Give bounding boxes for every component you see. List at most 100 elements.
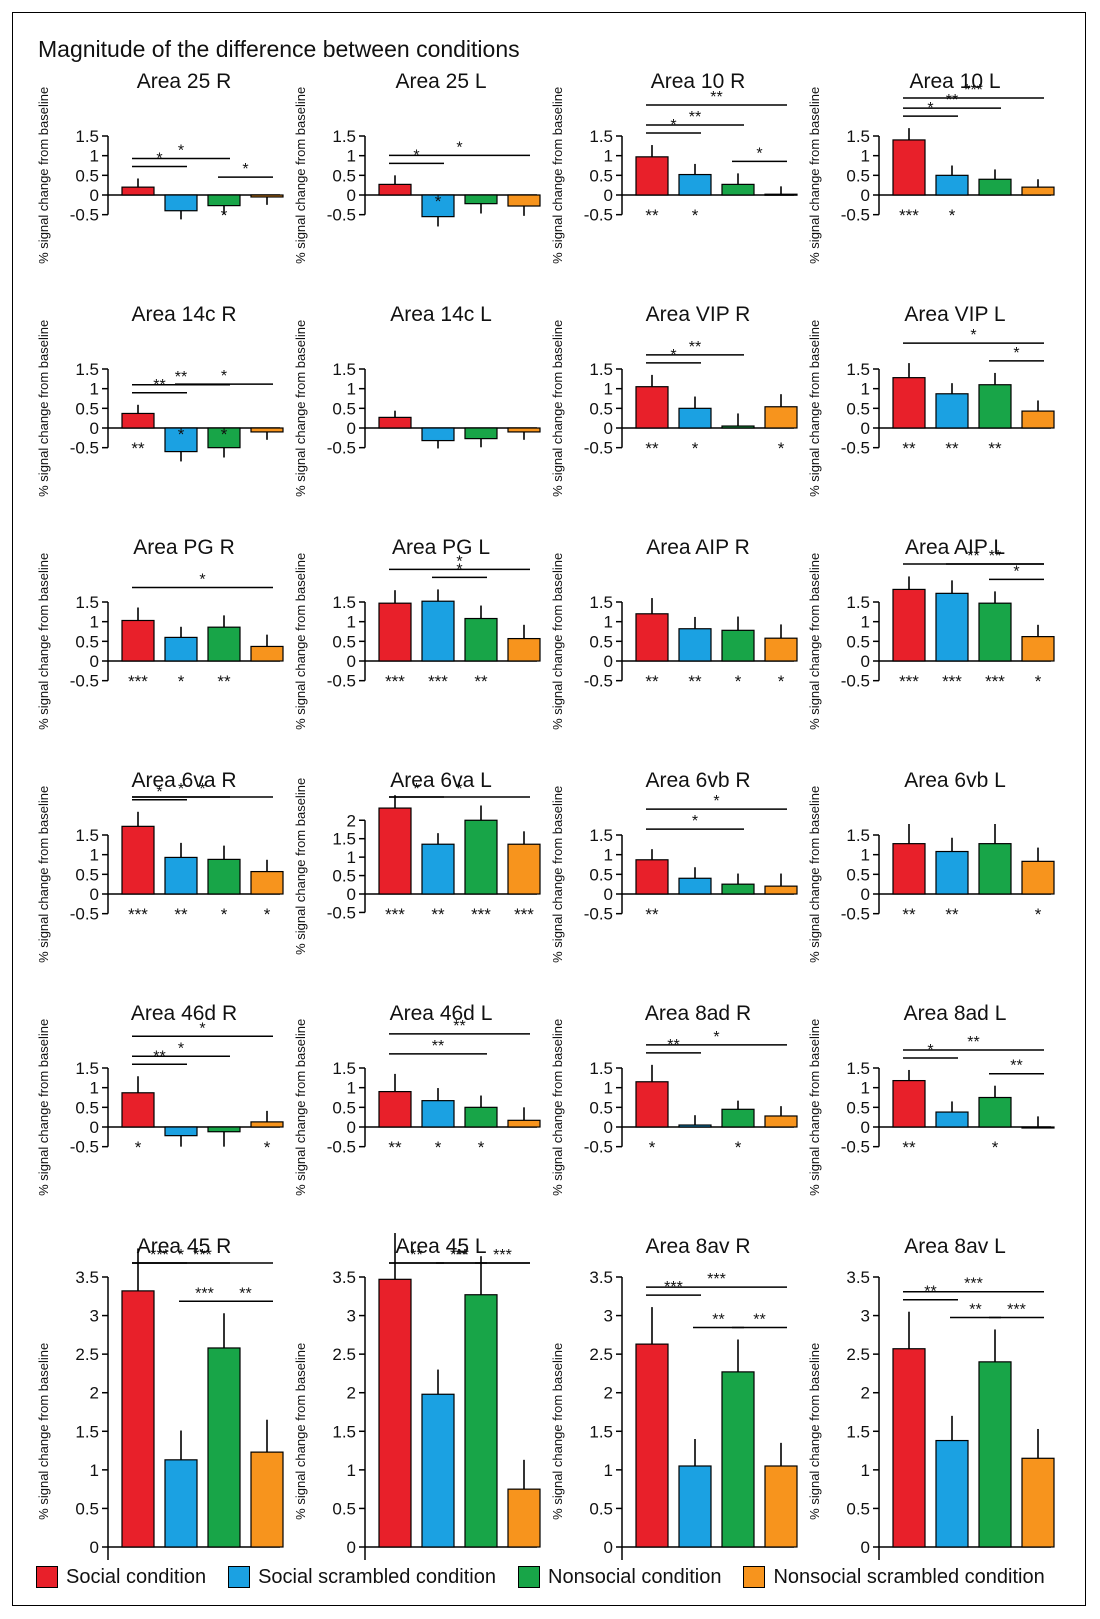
bar-nonsocial	[464, 1106, 498, 1128]
significance-marker: **	[474, 672, 488, 691]
significance-marker: ***	[385, 672, 405, 691]
comparison-significance: *	[1013, 345, 1019, 362]
bar-nonsocial-scrambled	[1021, 860, 1055, 895]
y-tick-label: 2.5	[589, 1345, 613, 1364]
legend-label-social: Social condition	[66, 1565, 207, 1588]
comparison-significance: *	[456, 553, 462, 570]
significance-marker: ***	[428, 1558, 448, 1560]
y-tick-label: 3	[604, 1307, 613, 1326]
bar-nonsocial-scrambled	[507, 1488, 541, 1548]
y-tick-label: -0.5	[327, 672, 356, 691]
significance-marker: ***	[642, 1558, 662, 1560]
chart-panel: Area 6vb R % signal change from baseline 1…	[550, 769, 798, 963]
bar-social	[635, 386, 669, 429]
y-tick-label: 0	[861, 1118, 870, 1137]
bar-nonsocial-scrambled	[507, 427, 541, 433]
chart-panel: Area PG L % signal change from baseline 1.…	[293, 536, 541, 730]
y-tick-label: -0.5	[70, 439, 99, 458]
significance-marker: ***	[471, 905, 491, 924]
bar-social	[892, 139, 926, 196]
y-tick-label: 3	[347, 1307, 356, 1326]
y-tick-label: 2.5	[846, 1345, 870, 1364]
y-tick-label: 0.5	[75, 1499, 99, 1518]
y-tick-label: 1	[347, 848, 356, 867]
y-tick-label: 0	[90, 1538, 99, 1557]
significance-marker: *	[1035, 905, 1042, 924]
y-axis-label: % signal change from baseline	[807, 786, 822, 963]
y-tick-label: 1.5	[589, 826, 613, 845]
y-tick-label: 0.5	[589, 399, 613, 418]
chart-title: Area 6vb L	[904, 769, 1006, 792]
y-axis-label: % signal change from baseline	[550, 87, 565, 264]
significance-marker: *	[949, 206, 956, 225]
significance-marker: *	[264, 1138, 271, 1157]
y-tick-label: 1	[861, 1079, 870, 1098]
bar-social	[121, 1290, 155, 1548]
y-tick-label: 1.5	[75, 826, 99, 845]
significance-marker: ***	[214, 1558, 234, 1560]
significance-marker: ***	[899, 672, 919, 691]
bar-nonsocial-scrambled	[764, 1465, 798, 1548]
significance-marker: ***	[514, 1558, 534, 1560]
legend-item-social: Social condition	[36, 1566, 206, 1589]
chart-panel: Area 46d R % signal change from baseline 1…	[36, 1002, 284, 1196]
y-axis-label: % signal change from baseline	[293, 778, 308, 955]
y-tick-label: 1.5	[75, 1059, 99, 1078]
bar-nonsocial-scrambled	[1021, 1457, 1055, 1548]
bar-social-scrambled	[935, 1439, 969, 1548]
y-tick-label: 0.5	[332, 632, 356, 651]
comparison-significance: **	[753, 1311, 765, 1328]
significance-marker: ***	[942, 1558, 962, 1560]
y-tick-label: 1	[90, 1461, 99, 1480]
chart-panel: Area VIP R % signal change from baseline 1…	[550, 303, 798, 497]
y-tick-label: 0.5	[589, 865, 613, 884]
significance-marker: *	[221, 425, 228, 444]
figure-frame	[12, 12, 1086, 1606]
bar-social-scrambled	[678, 407, 712, 429]
chart-panel: Area 46d L % signal change from baseline 1…	[293, 1002, 541, 1196]
significance-marker: ***	[128, 905, 148, 924]
y-tick-label: 0.5	[332, 867, 356, 886]
significance-marker: **	[945, 439, 959, 458]
comparison-significance: **	[710, 89, 722, 106]
chart-panel: Area 14c L % signal change from baseline 1…	[293, 303, 541, 497]
significance-marker: *	[992, 1138, 999, 1157]
comparison-significance: *	[199, 572, 205, 589]
bar-social-scrambled	[421, 600, 455, 662]
charts-grid: Area 25 R % signal change from baseline 1.…	[36, 70, 1055, 1560]
bar-social-scrambled	[935, 1111, 969, 1128]
bar-nonsocial-scrambled	[764, 193, 798, 196]
y-axis-label: % signal change from baseline	[293, 320, 308, 497]
y-tick-label: 0.5	[75, 1098, 99, 1117]
y-tick-label: -0.5	[584, 439, 613, 458]
legend-label-nonsocial: Nonsocial condition	[548, 1565, 722, 1588]
bar-social-scrambled	[164, 856, 198, 895]
y-tick-label: 0	[861, 1538, 870, 1557]
comparison-significance: *	[692, 813, 698, 830]
bar-social	[892, 843, 926, 895]
chart-panel: Area 10 L % signal change from baseline 1.…	[807, 70, 1055, 264]
bar-nonsocial	[207, 858, 241, 895]
comparison-significance: ***	[450, 1247, 469, 1264]
y-tick-label: 0	[347, 885, 356, 904]
bar-social	[121, 1092, 155, 1128]
y-tick-label: 0	[604, 186, 613, 205]
significance-marker: ***	[428, 672, 448, 691]
bar-nonsocial	[207, 1126, 241, 1133]
y-tick-label: -0.5	[841, 905, 870, 924]
y-tick-label: 1.5	[589, 360, 613, 379]
chart-panel: Area 25 L % signal change from baseline 1.…	[293, 70, 541, 264]
significance-marker: **	[688, 672, 702, 691]
y-tick-label: 0	[604, 1538, 613, 1557]
bar-nonsocial	[721, 629, 755, 662]
y-tick-label: 1	[861, 846, 870, 865]
y-tick-label: -0.5	[841, 672, 870, 691]
y-tick-label: 1.5	[75, 360, 99, 379]
y-tick-label: 0.5	[75, 865, 99, 884]
y-tick-label: -0.5	[584, 206, 613, 225]
bar-nonsocial-scrambled	[507, 1119, 541, 1128]
legend-label-social-scrambled: Social scrambled condition	[258, 1565, 496, 1588]
comparison-significance: *	[713, 1029, 719, 1046]
bar-social-scrambled	[164, 194, 198, 212]
chart-title: Area VIP L	[904, 303, 1005, 326]
